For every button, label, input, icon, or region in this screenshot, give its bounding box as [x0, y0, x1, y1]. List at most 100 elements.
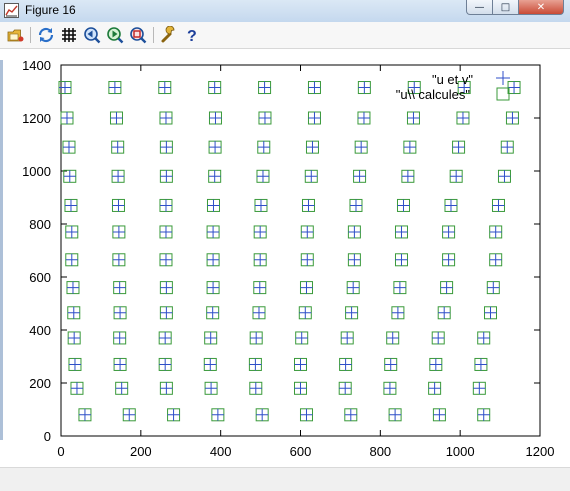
point-u-et-v — [250, 331, 263, 344]
point-u-et-v — [208, 170, 221, 183]
help-icon[interactable]: ? — [183, 26, 201, 44]
point-u-et-v — [207, 225, 220, 238]
point-u-et-v — [401, 170, 414, 183]
zoom-next-icon[interactable] — [106, 26, 124, 44]
point-u-et-v — [258, 112, 271, 124]
point-u-et-v — [456, 112, 469, 124]
point-u-et-v — [209, 141, 222, 154]
options-icon[interactable] — [160, 26, 178, 44]
point-u-et-v — [458, 81, 471, 94]
point-u-et-v — [253, 281, 266, 294]
point-u-et-v — [384, 358, 397, 371]
point-u-et-v — [112, 225, 125, 238]
point-u-et-v — [477, 331, 490, 344]
point-u-et-v — [358, 81, 371, 94]
point-u-et-v — [123, 408, 136, 421]
open-icon[interactable] — [7, 26, 25, 44]
plot-area[interactable]: 0 200 400 600 800 1000 1200 0 200 400 600 800 1000 12… — [0, 49, 570, 467]
point-u-et-v — [113, 331, 126, 344]
point-u-et-v — [207, 199, 220, 212]
point-u-et-v — [428, 382, 441, 395]
x-tick-label: 400 — [210, 444, 232, 459]
window-title: Figure 16 — [25, 3, 76, 17]
point-u-et-v — [492, 199, 505, 212]
point-u-et-v — [66, 281, 79, 294]
point-u-et-v — [205, 382, 218, 395]
point-u-et-v — [249, 358, 262, 371]
point-u-et-v — [62, 141, 75, 154]
point-u-et-v — [167, 408, 180, 421]
point-u-et-v — [487, 281, 500, 294]
point-u-et-v — [349, 199, 362, 212]
close-button[interactable]: ✕ — [519, 0, 564, 15]
point-u-et-v — [433, 408, 446, 421]
point-u-et-v — [301, 253, 314, 266]
point-u-et-v — [257, 141, 270, 154]
point-u-et-v — [452, 141, 465, 154]
point-u-et-v — [393, 281, 406, 294]
status-bar — [0, 467, 570, 491]
x-tick-label: 1200 — [526, 444, 555, 459]
point-u-et-v — [67, 306, 80, 319]
point-u-et-v — [254, 199, 267, 212]
point-u-et-v — [114, 306, 127, 319]
title-bar[interactable]: Figure 16 — □ ✕ — [0, 0, 570, 23]
point-u-et-v — [111, 141, 124, 154]
point-u-et-v — [484, 306, 497, 319]
point-u-et-v — [160, 382, 173, 395]
x-tick-label: 800 — [369, 444, 391, 459]
y-tick-label: 800 — [29, 217, 51, 232]
maximize-button[interactable]: □ — [493, 0, 519, 15]
point-u-et-v — [391, 306, 404, 319]
point-u-et-v — [159, 358, 172, 371]
y-tick-label: 1000 — [22, 164, 51, 179]
point-u-et-v — [58, 81, 71, 94]
point-u-et-v — [301, 225, 314, 238]
point-u-et-v — [158, 81, 171, 94]
point-u-et-v — [386, 331, 399, 344]
point-u-et-v — [112, 199, 125, 212]
grid-icon[interactable] — [60, 26, 78, 44]
point-u-et-v — [506, 112, 519, 124]
point-u-et-v — [444, 199, 457, 212]
point-u-et-v — [113, 281, 126, 294]
y-tick-label: 1200 — [22, 111, 51, 126]
x-tick-label: 1000 — [446, 444, 475, 459]
point-u-et-v — [114, 358, 127, 371]
point-u-et-v — [395, 253, 408, 266]
point-u-et-v — [60, 112, 73, 124]
minimize-button[interactable]: — — [466, 0, 493, 15]
scatter-chart[interactable]: 0 200 400 600 800 1000 1200 0 200 400 600 800 1000 12… — [0, 49, 570, 467]
point-u-et-v — [294, 382, 307, 395]
x-tick-label: 600 — [290, 444, 312, 459]
point-u-et-v — [254, 225, 267, 238]
point-u-et-v — [389, 408, 402, 421]
point-u-et-v — [308, 81, 321, 94]
zoom-previous-icon[interactable] — [83, 26, 101, 44]
point-u-et-v — [339, 358, 352, 371]
zoom-autoscale-icon[interactable] — [129, 26, 147, 44]
legend-label-u-et-v: "u et v" — [432, 72, 473, 87]
point-u-et-v — [308, 112, 321, 124]
x-tick-label: 0 — [57, 444, 64, 459]
point-u-et-v — [348, 225, 361, 238]
point-u-et-v — [347, 281, 360, 294]
point-u-et-v — [344, 408, 357, 421]
toolbar-separator — [30, 27, 31, 43]
svg-text:?: ? — [187, 28, 197, 44]
replot-icon[interactable] — [37, 26, 55, 44]
point-u-et-v — [408, 81, 421, 94]
y-tick-label: 1400 — [22, 58, 51, 73]
point-u-et-v — [65, 225, 78, 238]
figure-app-icon — [4, 3, 19, 18]
point-u-et-v — [407, 112, 420, 124]
point-u-et-v — [207, 281, 220, 294]
point-u-et-v — [300, 408, 313, 421]
point-u-et-v — [68, 358, 81, 371]
point-u-et-v — [159, 253, 172, 266]
point-u-et-v — [160, 170, 173, 183]
point-u-et-v — [432, 331, 445, 344]
point-u-et-v — [305, 170, 318, 183]
point-u-et-v — [258, 81, 271, 94]
point-u-et-v — [209, 112, 222, 124]
